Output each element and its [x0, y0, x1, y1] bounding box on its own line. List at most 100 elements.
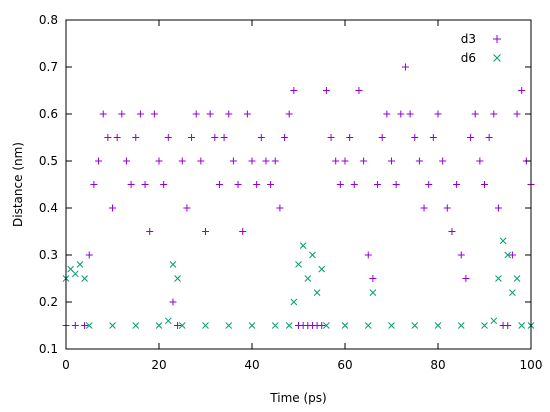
d3-point — [290, 87, 298, 94]
d3-point — [374, 181, 382, 188]
y-tick-label: 0.1 — [39, 342, 58, 356]
d3-point — [146, 228, 154, 235]
d3-point — [355, 87, 363, 94]
x-tick-label: 0 — [62, 358, 70, 372]
d6-point — [313, 289, 321, 296]
d3-point — [504, 322, 512, 329]
y-tick-label: 0.8 — [39, 13, 58, 27]
d6-point — [388, 322, 395, 329]
legend-marker-d6-glyph — [493, 54, 501, 62]
d6-point — [248, 322, 256, 329]
x-tick-label: 20 — [151, 358, 166, 372]
d3-point — [439, 157, 447, 165]
d3-point — [109, 204, 116, 212]
d3-point — [150, 110, 158, 118]
d3-point — [420, 204, 428, 212]
d3-point — [90, 181, 98, 188]
d6-point — [169, 261, 177, 268]
d3-point — [383, 110, 391, 118]
d6-point — [490, 317, 498, 325]
d3-point — [192, 110, 200, 118]
d6-point — [513, 275, 521, 282]
d6-point — [290, 298, 298, 306]
d3-point — [271, 157, 279, 165]
series-d6-points — [62, 237, 535, 329]
d3-point — [113, 134, 121, 141]
d3-point — [332, 157, 340, 165]
d3-point — [253, 181, 261, 188]
x-axis-ticks: 0 20 40 60 80 100 — [62, 20, 542, 372]
d3-point — [411, 134, 419, 141]
d3-point — [346, 134, 354, 141]
d3-point — [71, 322, 79, 329]
d3-point — [169, 298, 177, 306]
d3-point — [388, 157, 395, 165]
y-axis-label: Distance (nm) — [11, 142, 25, 227]
d3-point — [318, 322, 326, 329]
d3-point — [425, 181, 433, 188]
d6-point — [285, 322, 293, 329]
d3-point — [462, 275, 470, 282]
d3-point — [104, 134, 112, 141]
d3-point — [132, 134, 140, 141]
d6-point — [178, 322, 186, 329]
d3-point — [457, 251, 465, 259]
d3-point — [513, 110, 521, 118]
d3-point — [476, 157, 484, 165]
d3-point — [443, 204, 451, 212]
d3-point — [336, 181, 344, 188]
d6-point — [109, 322, 116, 329]
d6-point — [85, 322, 93, 329]
d3-point — [397, 110, 405, 118]
legend-marker-d3 — [493, 35, 501, 43]
d3-point — [341, 157, 349, 165]
d6-point — [323, 322, 330, 329]
d3-point — [206, 110, 214, 118]
d6-point — [174, 275, 181, 282]
d3-point — [127, 181, 135, 188]
d6-point — [76, 261, 84, 268]
d3-point — [197, 157, 205, 165]
d3-point — [81, 322, 89, 329]
d3-point — [490, 110, 498, 118]
d6-point — [341, 322, 349, 329]
d3-point — [369, 275, 377, 282]
x-tick-label: 100 — [520, 358, 543, 372]
x-tick-label: 40 — [244, 358, 259, 372]
d3-point — [248, 157, 256, 165]
d3-point — [448, 228, 456, 235]
d3-point — [122, 157, 130, 165]
d6-point — [299, 242, 307, 249]
d3-point — [415, 157, 423, 165]
d3-point — [327, 134, 335, 141]
d3-point — [118, 110, 126, 118]
d3-point — [136, 110, 144, 118]
x-axis-label: Time (ps) — [269, 391, 326, 405]
d3-point — [267, 181, 275, 188]
d6-point — [318, 265, 326, 273]
x-tick-label: 60 — [337, 358, 352, 372]
x-tick-label: 80 — [430, 358, 445, 372]
d3-point — [257, 134, 265, 141]
d3-point — [220, 134, 228, 141]
d3-point — [392, 181, 400, 188]
d6-point — [304, 275, 312, 282]
d3-point — [239, 228, 247, 235]
legend-label-d3: d3 — [461, 32, 476, 46]
d3-point — [485, 134, 493, 141]
d3-point — [211, 134, 219, 141]
d3-point — [471, 110, 479, 118]
d3-point — [360, 157, 368, 165]
d6-point — [271, 322, 279, 329]
d3-point — [141, 181, 149, 188]
d3-point — [99, 110, 107, 118]
d6-point — [81, 275, 88, 282]
d3-point — [178, 157, 186, 165]
d6-point — [309, 251, 316, 259]
d3-point — [364, 251, 372, 259]
d6-point — [132, 322, 140, 329]
d6-point — [434, 322, 442, 329]
d6-point — [499, 237, 507, 245]
d6-point — [295, 261, 302, 268]
